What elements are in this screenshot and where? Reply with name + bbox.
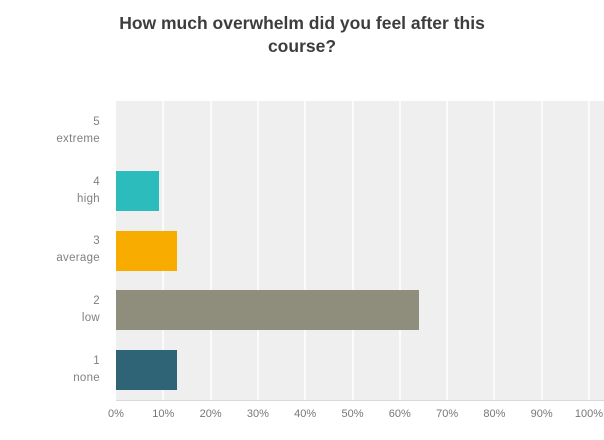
category-name: high — [77, 192, 100, 205]
category-label-none: 1 none — [0, 340, 100, 400]
category-rank: 2 — [93, 295, 100, 308]
chart-title-line2: course? — [267, 36, 337, 56]
gridline-90% — [540, 101, 543, 400]
x-tick-80%: 80% — [483, 408, 506, 420]
gridline-100% — [588, 101, 590, 400]
x-tick-10%: 10% — [152, 408, 175, 420]
gridline-80% — [493, 101, 496, 400]
x-tick-50%: 50% — [341, 408, 364, 420]
bar-average — [116, 230, 178, 271]
x-tick-0%: 0% — [108, 408, 124, 420]
category-rank: 3 — [93, 235, 100, 248]
category-label-average: 3 average — [0, 221, 100, 281]
category-label-low: 2 low — [0, 280, 100, 340]
gridline-30% — [256, 101, 259, 400]
gridline-70% — [446, 101, 449, 400]
x-tick-20%: 20% — [199, 408, 222, 420]
x-tick-60%: 60% — [388, 408, 411, 420]
bar-none — [116, 350, 178, 391]
x-tick-30%: 30% — [246, 408, 269, 420]
chart-title: How much overwhelm did you feel after th… — [0, 12, 604, 58]
gridline-40% — [304, 101, 307, 400]
category-name: low — [81, 312, 100, 325]
x-tick-90%: 90% — [530, 408, 553, 420]
x-tick-70%: 70% — [436, 408, 459, 420]
category-rank: 4 — [93, 175, 100, 188]
gridline-60% — [398, 101, 401, 400]
bar-low — [116, 290, 419, 331]
category-label-extreme: 5 extreme — [0, 101, 100, 161]
plot-area — [116, 101, 604, 401]
y-axis-labels: 5 extreme 4 high 3 average 2 low 1 none — [0, 101, 100, 400]
x-tick-40%: 40% — [294, 408, 317, 420]
category-name: extreme — [56, 132, 100, 145]
gridline-20% — [209, 101, 212, 400]
chart-title-line1: How much overwhelm did you feel after th… — [119, 13, 485, 33]
x-tick-100%: 100% — [574, 408, 604, 420]
x-axis: 0% 10% 20% 30% 40% 50% 60% 70% 80% 90% 100% — [108, 408, 604, 428]
category-rank: 1 — [93, 355, 100, 368]
category-name: average — [56, 252, 100, 265]
category-label-high: 4 high — [0, 161, 100, 221]
category-name: none — [73, 372, 100, 385]
category-rank: 5 — [93, 115, 100, 128]
bar-high — [116, 170, 159, 211]
gridline-50% — [351, 101, 354, 400]
